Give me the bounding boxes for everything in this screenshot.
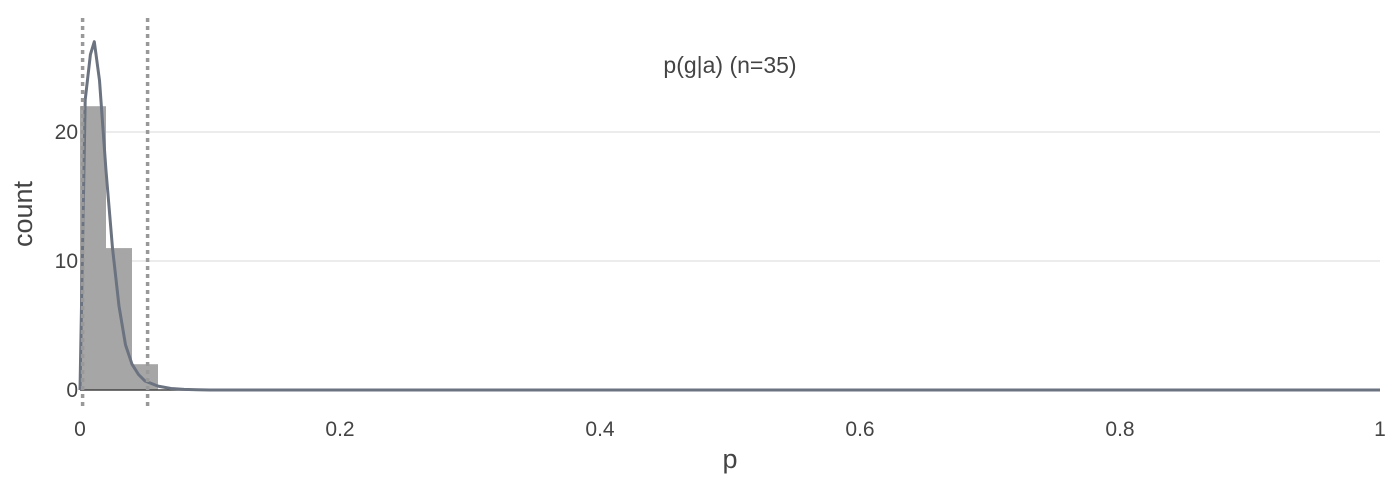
y-tick-label: 10	[55, 250, 78, 273]
x-axis-title: p	[722, 444, 737, 474]
x-tick-labels: 0 0.2 0.4 0.6 0.8 1	[74, 418, 1386, 441]
density-curve-group	[78, 40, 1380, 392]
x-tick-label: 0.4	[585, 418, 615, 441]
x-tick-label: 0.8	[1105, 418, 1134, 441]
chart-title: p(g|a) (n=35)	[663, 52, 796, 78]
grid-lines	[80, 131, 1380, 262]
density-curve	[78, 40, 1380, 392]
y-tick-label: 0	[66, 379, 78, 402]
y-axis-title: count	[8, 180, 38, 247]
x-tick-label: 0.2	[325, 418, 354, 441]
y-tick-label: 20	[55, 121, 78, 144]
x-tick-label: 0.6	[845, 418, 874, 441]
y-tick-labels: 0 10 20	[55, 121, 78, 402]
x-tick-label: 0	[74, 418, 86, 441]
x-tick-label: 1	[1374, 418, 1386, 441]
histogram-bar	[106, 248, 132, 390]
reference-lines	[80, 18, 150, 410]
